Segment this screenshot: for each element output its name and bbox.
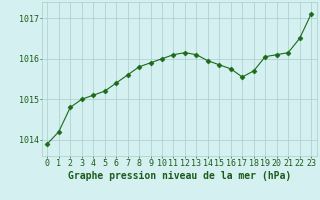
X-axis label: Graphe pression niveau de la mer (hPa): Graphe pression niveau de la mer (hPa) <box>68 171 291 181</box>
